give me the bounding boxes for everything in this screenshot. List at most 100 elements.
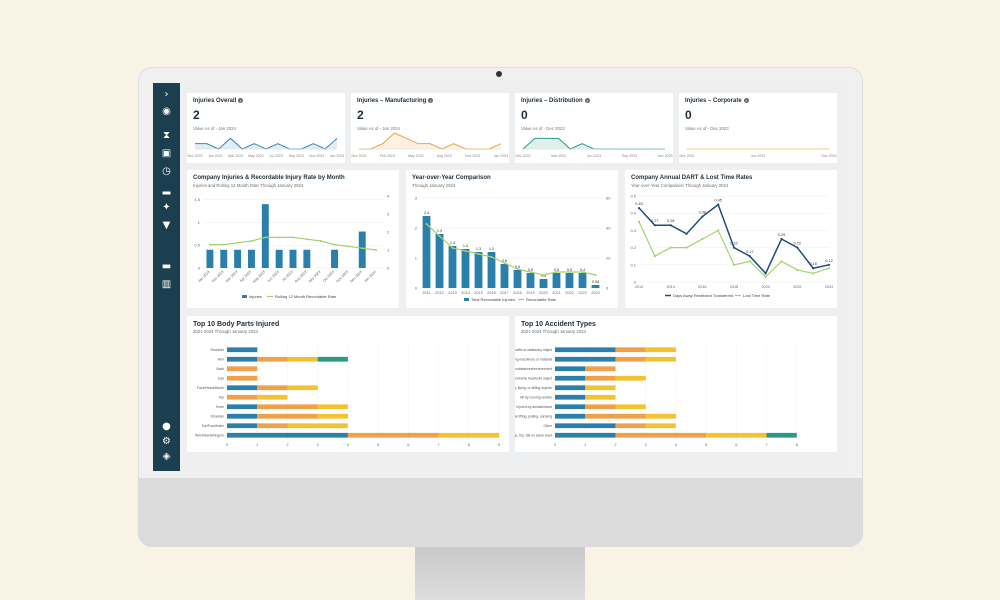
bar-segment <box>615 347 646 353</box>
x-tick-label: 6 <box>735 442 738 447</box>
bar <box>275 249 283 268</box>
truck-icon[interactable]: ▬ <box>161 261 172 272</box>
bar <box>552 273 561 288</box>
data-label: 0.43 <box>635 202 642 206</box>
gear-icon[interactable]: ⚙ <box>162 436 171 447</box>
monthly-chart: 0 0.5 1 1.5 0 1 2 3 4 Jan 2023 Feb 2023 Mar 2023 Apr… <box>194 194 390 300</box>
x-tick-label: 2 <box>614 442 617 447</box>
data-label: 0.25 <box>778 233 785 237</box>
bar-segment <box>615 375 646 381</box>
category-label: Arm <box>218 358 224 362</box>
kpi-sparkline: Nov 2023 Feb 2023 May 2023 Aug 2023 Nov 2023… <box>352 132 508 158</box>
kpi-card-corporate[interactable]: Injuries – Corporate i 0 Value As of - De… <box>679 93 837 163</box>
bar <box>220 249 228 268</box>
clock-icon[interactable]: ◷ <box>162 166 171 177</box>
info-icon[interactable]: i <box>743 98 749 103</box>
x-tick-label: 4 <box>347 442 350 447</box>
info-icon[interactable]: i <box>584 98 590 103</box>
x-tick-label: 2016 <box>698 285 706 289</box>
sparkline-tick-label: Jan 2023 <box>208 154 222 158</box>
bar-segment <box>555 413 586 419</box>
kpi-card-overall[interactable]: Injuries Overall i 2 Value As of - Jan 20… <box>187 93 345 163</box>
bar <box>234 249 242 268</box>
bank-icon[interactable]: ▥ <box>161 279 172 290</box>
bar <box>513 270 522 288</box>
series-point <box>812 272 815 275</box>
bar-segment <box>585 375 616 381</box>
bar <box>539 279 548 288</box>
bar-segment <box>227 432 348 438</box>
category-label: Falling & slipping, flying, or falling o… <box>515 386 552 390</box>
info-icon[interactable]: i <box>428 98 434 103</box>
bar-segment <box>438 432 499 438</box>
running-person-icon[interactable]: ✦ <box>162 202 171 213</box>
x-tick-label: 2020 <box>539 291 547 295</box>
category-label: Shoulder <box>210 348 224 352</box>
layers-icon[interactable]: ◈ <box>162 451 171 462</box>
chart-title: Top 10 Body Parts Injured <box>193 321 280 328</box>
data-label: 0.38 <box>699 211 706 215</box>
hourglass-icon[interactable]: ⧗ <box>162 130 171 141</box>
rate-point <box>503 262 506 264</box>
info-icon[interactable]: i <box>238 98 244 103</box>
y2-tick-label: 20 <box>606 256 611 261</box>
data-label: 1.2 <box>489 247 494 251</box>
x-tick-label: Nov 2023 <box>335 270 349 284</box>
sparkline-tick-label: Aug 2023 <box>437 154 452 158</box>
sparkline-tick-label: Jun 2023 <box>587 154 601 158</box>
kpi-subtitle: Value As of - Dec 2023 <box>685 126 729 131</box>
data-label: 1.4 <box>450 241 455 245</box>
rate-point <box>375 249 378 251</box>
chart-subtitle: Through January 2024 <box>412 183 456 188</box>
bar <box>526 273 535 288</box>
podium-icon[interactable]: ▂ <box>162 184 171 195</box>
category-label: Injured by animal/insect <box>516 405 552 409</box>
user-icon[interactable]: ● <box>162 421 171 432</box>
series-point <box>732 246 736 249</box>
y-tick-label: 3 <box>415 196 418 201</box>
dart-chart: 0 0.1 0.2 0.3 0.4 0.5 0.43 0.27 0.28 0.38 0.45 0.22… <box>630 194 833 299</box>
bar-segment <box>257 356 288 362</box>
data-label: 0.17 <box>746 250 753 254</box>
rate-line <box>426 223 596 276</box>
rate-point <box>264 236 267 239</box>
y-tick-label: 1 <box>415 256 418 261</box>
legend-label: Lost Time Rate <box>743 293 771 298</box>
sparkline-tick-label: Mar 2023 <box>228 154 243 158</box>
funnel-icon[interactable]: ▼ <box>162 220 171 231</box>
sparkline-tick-label: Dec 2022 <box>680 154 695 158</box>
x-tick-label: 8 <box>796 442 799 447</box>
sparkline-tick-label: Nov 2023 <box>309 154 324 158</box>
data-label: 0.08 <box>592 280 599 284</box>
bar-segment <box>555 394 586 400</box>
x-tick-label: 2011 <box>422 291 430 295</box>
bar-segment <box>645 423 676 429</box>
compass-icon[interactable]: ◉ <box>162 106 171 117</box>
sparkline-tick-label: Dec 2023 <box>658 154 673 158</box>
series-point <box>796 268 799 272</box>
binoculars-icon[interactable]: ▣ <box>161 148 172 159</box>
x-tick-label: 2018 <box>513 291 521 295</box>
x-tick-label: Dec 2023 <box>349 270 363 284</box>
kpi-card-manufacturing[interactable]: Injuries – Manufacturing i 2 Value As of … <box>351 93 509 163</box>
rate-point <box>490 256 493 258</box>
kpi-subtitle: Value As of - Jan 2024 <box>193 126 236 131</box>
x-tick-label: 2020 <box>761 285 769 289</box>
accident-types-chart: 0 1 2 3 4 5 6 7 8 Contact with Traffic or station… <box>515 345 799 447</box>
series-point <box>653 224 656 227</box>
legend-label: Recordable Rate <box>526 297 557 302</box>
x-tick-label: Jun 2023 <box>267 270 280 283</box>
yoy-chart: 0 1 2 3 0 20 40 60 2.4 1.9 1.4 1.4 1.3 1.2 0.8 0.6 0.5 0.… <box>415 196 611 303</box>
y2-tick-label: 40 <box>606 226 611 231</box>
category-label: Injured while lifting, pulling, carrying <box>515 415 552 419</box>
data-label: 0.4 <box>580 268 585 272</box>
kpi-card-distribution[interactable]: Injuries – Distribution i 0 Value As of -… <box>515 93 673 163</box>
legend-swatch <box>242 295 247 298</box>
legend-label: Days Away Restricted Transferred <box>673 293 733 298</box>
rate-point <box>333 243 336 246</box>
bar-segment <box>555 423 616 429</box>
x-tick-label: 2022 <box>793 285 801 289</box>
rate-point <box>451 247 454 249</box>
expand-chevron-icon[interactable]: › <box>164 89 169 100</box>
x-tick-label: Jan 2023 <box>197 270 210 283</box>
